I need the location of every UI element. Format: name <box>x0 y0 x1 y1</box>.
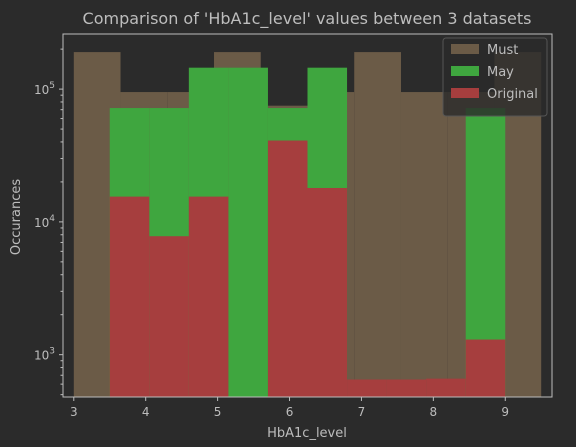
bar-must-7 <box>400 92 448 397</box>
bars-layer <box>73 52 542 398</box>
bar-original-2 <box>188 196 229 397</box>
chart-title: Comparison of 'HbA1c_level' values betwe… <box>83 9 532 29</box>
y-tick-label: 105 <box>34 81 55 97</box>
bar-original-7 <box>386 379 427 397</box>
legend-swatch-original <box>451 88 479 98</box>
y-tick-label: 103 <box>34 347 55 363</box>
x-tick-label: 9 <box>501 405 509 419</box>
bar-original-6 <box>347 379 387 397</box>
y-axis-label: Occurances <box>9 179 24 255</box>
bar-original-5 <box>307 187 348 397</box>
plot-frame <box>62 33 553 398</box>
bar-original-9 <box>465 339 506 397</box>
x-tick-label: 5 <box>214 405 222 419</box>
x-tick-label: 7 <box>358 405 366 419</box>
legend-swatch-must <box>451 44 479 54</box>
axes-layer: 3 4 5 6 7 8 9 103 104 105 <box>34 33 553 419</box>
x-tick-label: 4 <box>142 405 150 419</box>
legend-label-must: Must <box>487 43 518 58</box>
y-tick-label: 104 <box>34 214 55 230</box>
bar-original-4 <box>267 140 308 397</box>
legend-label-original: Original <box>487 87 538 102</box>
bar-original-0 <box>109 196 150 397</box>
bar-original-8 <box>426 378 466 397</box>
bar-original-1 <box>149 236 189 397</box>
legend-label-may: May <box>487 65 514 80</box>
x-tick-label: 8 <box>430 405 438 419</box>
x-axis-label: HbA1c_level <box>267 426 347 441</box>
legend-swatch-may <box>451 66 479 76</box>
bar-must-6 <box>354 52 401 398</box>
bar-may-3 <box>228 67 268 398</box>
legend: Must May Original <box>442 37 548 117</box>
x-tick-label: 6 <box>286 405 294 419</box>
x-tick-label: 3 <box>70 405 78 419</box>
